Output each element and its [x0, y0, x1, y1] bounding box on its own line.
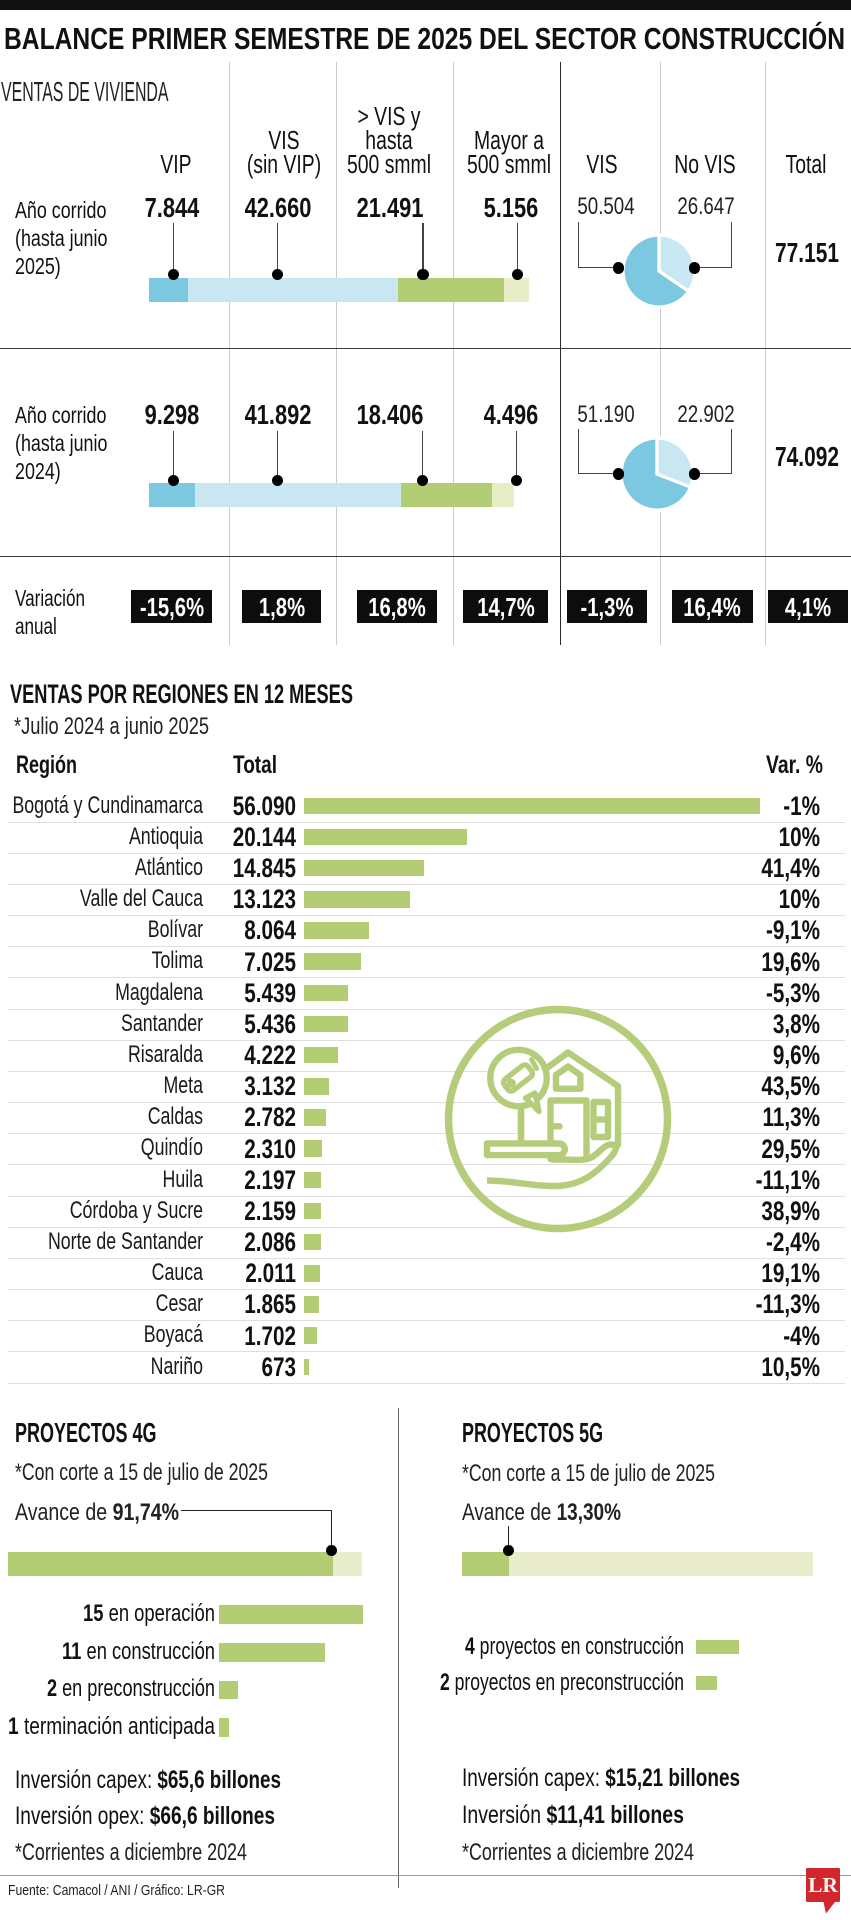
svg-text:LR: LR [808, 1873, 838, 1897]
